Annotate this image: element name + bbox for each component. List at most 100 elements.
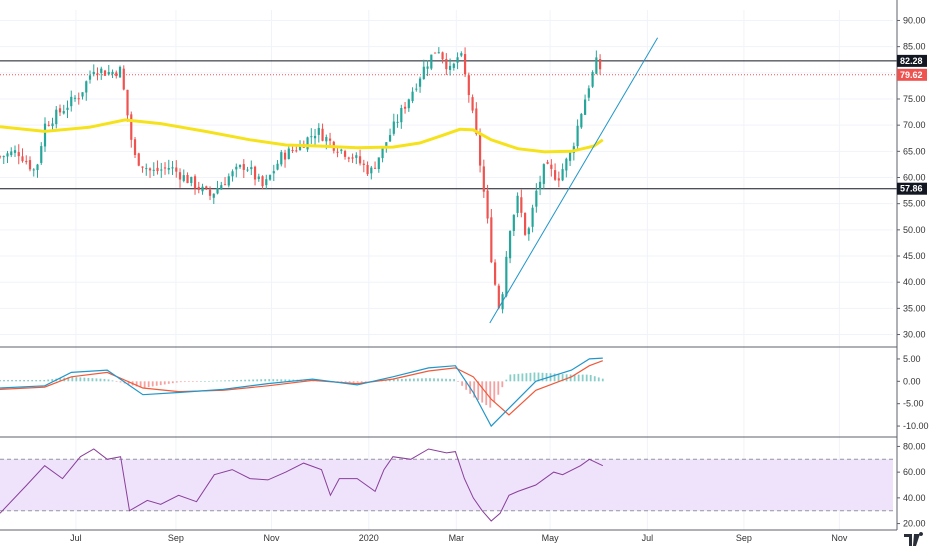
- candle-body: [433, 52, 437, 54]
- price-label-box: [897, 182, 927, 195]
- candle-body: [242, 164, 245, 170]
- candle-body: [70, 96, 73, 107]
- candle-body: [186, 175, 189, 184]
- candle-body: [373, 167, 377, 169]
- macd-histogram-bar: [147, 381, 150, 388]
- macd-tick-label: 0.00: [903, 376, 921, 386]
- candle-body: [310, 136, 313, 138]
- candle-body: [295, 150, 298, 152]
- macd-histogram-bar: [497, 381, 500, 395]
- macd-histogram-bar: [284, 379, 287, 382]
- candle-body: [381, 146, 384, 159]
- candle-body: [512, 214, 515, 231]
- macd-histogram-bar: [143, 381, 146, 388]
- macd-histogram-bar: [473, 381, 476, 398]
- candle-body: [103, 70, 107, 76]
- candle-body: [351, 157, 354, 159]
- candle-body: [546, 162, 549, 164]
- price-tick-label: 85.00: [903, 42, 926, 52]
- macd-histogram-bar: [31, 379, 34, 382]
- candle-body: [81, 92, 84, 97]
- candle-body: [283, 152, 287, 160]
- time-tick-label: Sep: [736, 533, 752, 543]
- macd-histogram-bar: [509, 374, 512, 382]
- candle-body: [156, 167, 159, 172]
- candle-body: [325, 137, 328, 142]
- candle-body: [445, 58, 448, 70]
- candle-body: [171, 167, 174, 169]
- candle-body: [583, 99, 587, 115]
- macd-histogram-bar: [67, 377, 70, 382]
- macd-histogram-bar: [565, 374, 568, 382]
- candle-body: [591, 72, 594, 87]
- candle-body: [531, 207, 534, 227]
- candle-body: [145, 168, 148, 170]
- macd-histogram-bar: [200, 381, 202, 382]
- candle-body: [527, 228, 530, 235]
- candle-body: [343, 151, 347, 157]
- macd-histogram-bar: [220, 380, 222, 382]
- macd-histogram-bar: [392, 379, 395, 382]
- macd-histogram-bar: [11, 379, 13, 382]
- macd-histogram-bar: [39, 379, 42, 382]
- candle-body: [115, 72, 118, 77]
- macd-histogram-bar: [167, 381, 170, 384]
- macd-histogram-bar: [0, 379, 1, 382]
- candle-body: [486, 190, 489, 219]
- candle-body: [167, 167, 170, 170]
- time-tick-label: Jul: [642, 533, 654, 543]
- macd-histogram-bar: [421, 378, 423, 382]
- candle-body: [505, 256, 508, 296]
- candle-body: [347, 157, 350, 159]
- candle-body: [88, 75, 92, 80]
- candle-body: [415, 88, 418, 90]
- macd-histogram-bar: [228, 380, 230, 382]
- candle-body: [475, 108, 478, 134]
- macd-histogram-bar: [139, 381, 142, 388]
- macd-tick-label: -5.00: [903, 399, 924, 409]
- candle-body: [2, 156, 5, 158]
- rsi-pane: [0, 448, 893, 522]
- candle-body: [580, 113, 583, 128]
- tradingview-logo: [904, 532, 924, 546]
- candle-body: [223, 184, 227, 186]
- macd-histogram-bar: [187, 381, 190, 382]
- candle-body: [36, 164, 39, 171]
- candle-body: [276, 163, 279, 170]
- candle-body: [377, 157, 380, 170]
- macd-histogram-bar: [151, 381, 154, 387]
- candle-body: [268, 175, 272, 180]
- candle-body: [208, 189, 212, 196]
- time-tick-label: Nov: [831, 533, 848, 543]
- macd-histogram-bar: [232, 380, 234, 382]
- macd-histogram-bar: [115, 381, 118, 382]
- price-tick-label: 65.00: [903, 146, 926, 156]
- macd-histogram-bar: [593, 376, 596, 382]
- macd-histogram-bar: [589, 375, 592, 382]
- candle-body: [482, 166, 485, 192]
- macd-histogram-bar: [27, 379, 30, 382]
- macd-histogram-bar: [449, 378, 451, 382]
- macd-histogram-bar: [513, 374, 516, 382]
- candle-body: [220, 185, 223, 190]
- macd-histogram-bar: [356, 381, 359, 383]
- macd-histogram-bar: [252, 379, 255, 382]
- macd-histogram-bar: [537, 372, 540, 382]
- macd-histogram-bar: [505, 379, 508, 382]
- candle-body: [456, 57, 459, 63]
- macd-histogram-bar: [264, 379, 267, 382]
- price-label: 82.28: [900, 56, 923, 66]
- candle-body: [411, 91, 414, 102]
- macd-histogram-bar: [360, 381, 363, 383]
- trendline: [489, 37, 659, 324]
- macd-histogram-bar: [196, 381, 198, 382]
- candle-body: [193, 176, 197, 189]
- candle-body: [557, 178, 560, 181]
- time-tick-label: Nov: [263, 533, 280, 543]
- candle-body: [355, 155, 358, 158]
- candle-body: [478, 133, 482, 166]
- candle-body: [47, 124, 50, 126]
- macd-histogram-bar: [272, 379, 275, 382]
- macd-histogram-bar: [569, 374, 572, 382]
- price-label-box: [897, 54, 927, 67]
